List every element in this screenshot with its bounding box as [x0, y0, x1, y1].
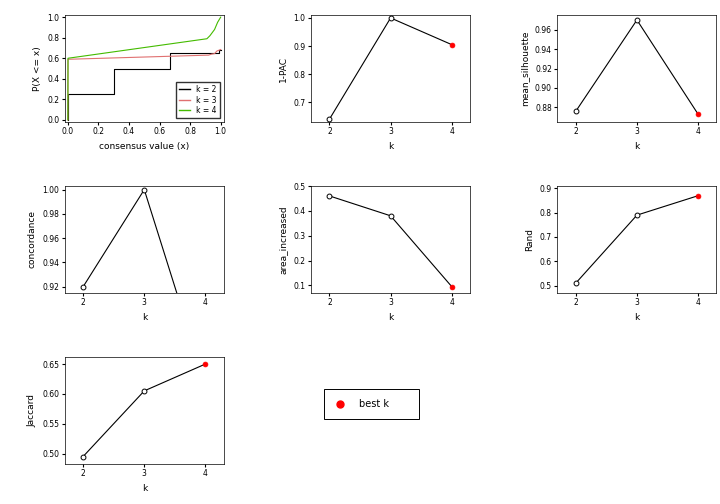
Legend: k = 2, k = 3, k = 4: k = 2, k = 3, k = 4 [176, 82, 220, 118]
Y-axis label: mean_silhouette: mean_silhouette [521, 31, 529, 106]
X-axis label: k: k [388, 142, 393, 151]
Y-axis label: 1-PAC: 1-PAC [279, 55, 288, 82]
Y-axis label: Rand: Rand [525, 228, 534, 251]
X-axis label: k: k [634, 313, 639, 322]
X-axis label: consensus value (x): consensus value (x) [99, 142, 189, 151]
Y-axis label: P(X <= x): P(X <= x) [32, 46, 42, 91]
X-axis label: k: k [142, 313, 147, 322]
Y-axis label: concordance: concordance [27, 210, 37, 269]
Y-axis label: area_increased: area_increased [279, 205, 288, 274]
Text: best k: best k [359, 399, 389, 409]
X-axis label: k: k [388, 313, 393, 322]
X-axis label: k: k [142, 484, 147, 493]
Y-axis label: Jaccard: Jaccard [27, 394, 37, 427]
X-axis label: k: k [634, 142, 639, 151]
